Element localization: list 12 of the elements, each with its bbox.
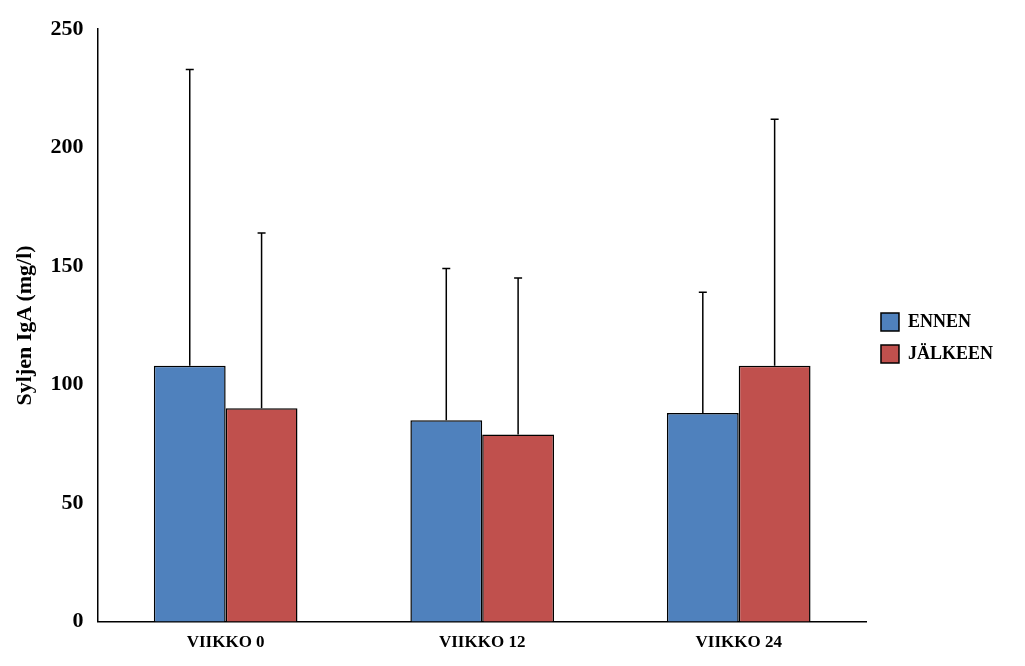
y-tick-label: 50 xyxy=(61,488,84,514)
y-tick-label: 250 xyxy=(50,14,84,40)
y-tick-label: 100 xyxy=(50,370,84,396)
x-tick-label: VIIKKO 24 xyxy=(695,632,783,652)
legend-label: ENNEN xyxy=(907,310,971,331)
y-tick-label: 150 xyxy=(50,251,84,277)
y-tick-label: 0 xyxy=(72,607,84,633)
x-tick-label: VIIKKO 0 xyxy=(186,632,265,652)
y-tick-label: 200 xyxy=(50,133,84,159)
y-axis-title: Syljen IgA (mg/l) xyxy=(10,245,36,406)
x-tick-label: VIIKKO 12 xyxy=(438,632,526,652)
legend-label: JÄLKEEN xyxy=(907,342,994,363)
